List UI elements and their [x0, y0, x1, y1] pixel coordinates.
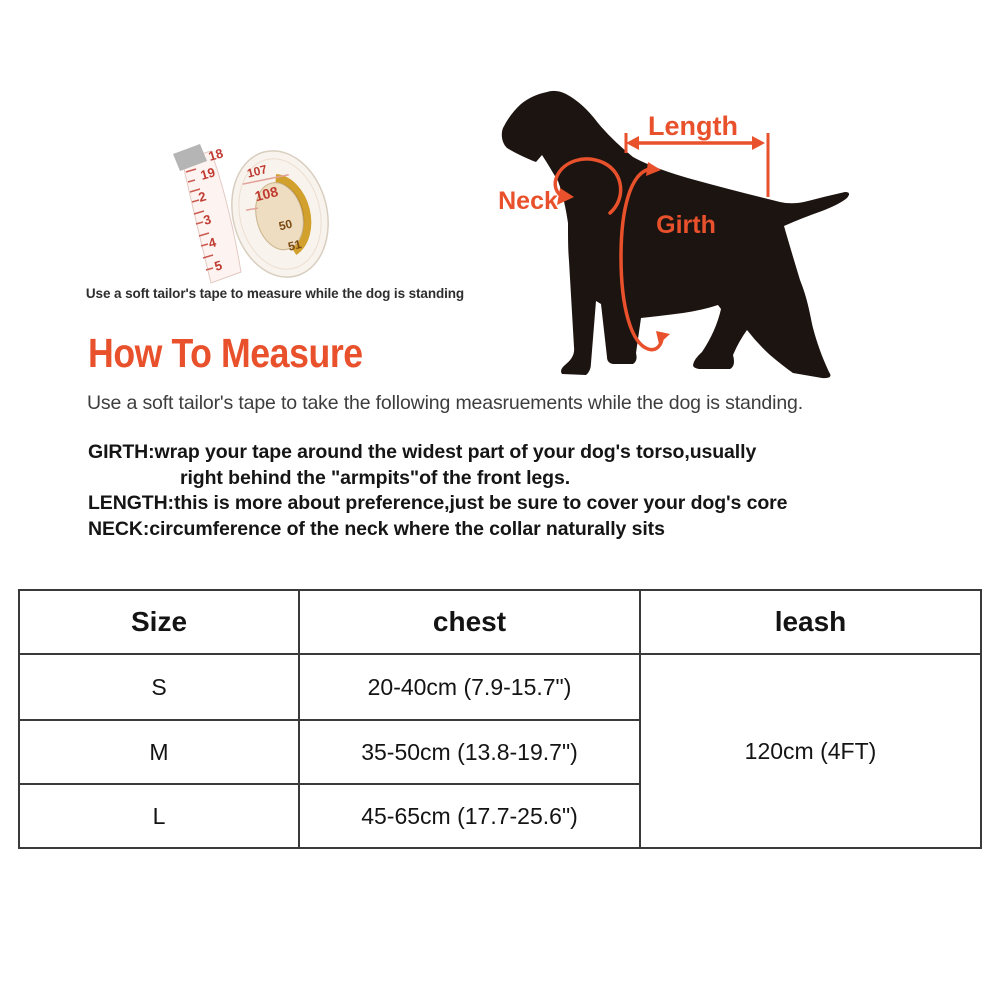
header-leash: leash: [639, 589, 982, 655]
strip-number: 19: [199, 164, 217, 182]
tape-caption: Use a soft tailor's tape to measure whil…: [85, 286, 465, 301]
tape-strip-ticks: [185, 168, 214, 271]
girth-definition-line1: GIRTH:wrap your tape around the widest p…: [88, 441, 757, 463]
dog-silhouette: [501, 90, 850, 379]
size-chart-table: Size chest leash S 20-40cm (7.9-15.7") 1…: [18, 589, 982, 849]
girth-definition-line2: right behind the "armpits"of the front l…: [180, 466, 571, 489]
chest-cell-m: 35-50cm (13.8-19.7"): [298, 719, 641, 785]
tape-gold-core: [274, 174, 312, 255]
header-size: Size: [18, 589, 300, 655]
neck-label: Neck: [498, 187, 558, 215]
strip-number: 2: [197, 188, 208, 204]
strip-number: 5: [213, 257, 224, 273]
roll-number: 50: [277, 217, 294, 234]
size-cell-l: L: [18, 783, 300, 849]
length-definition: LENGTH:this is more about preference,jus…: [88, 492, 788, 514]
size-cell-s: S: [18, 653, 300, 721]
neck-definition: NECK:circumference of the neck where the…: [88, 517, 665, 540]
chest-cell-l: 45-65cm (17.7-25.6"): [298, 783, 641, 849]
table-header-row: Size chest leash: [18, 589, 982, 655]
tape-strip-numbers: 18 19 2 3 4 5: [197, 145, 225, 273]
girth-annotation: [619, 162, 670, 352]
tape-roll-numbers: 107 108: [246, 162, 280, 204]
measurement-definitions: GIRTH:wrap your tape around the widest p…: [88, 440, 787, 542]
tape-strip: [181, 150, 242, 284]
how-to-measure-heading: How To Measure: [88, 330, 363, 376]
length-annotation: [624, 133, 770, 197]
dog-measurement-diagram: Length Neck Girth: [498, 90, 850, 379]
neck-annotation: [553, 157, 623, 215]
roll-number: 107: [246, 162, 269, 181]
tape-end-tab: [173, 144, 207, 171]
girth-label: Girth: [656, 211, 716, 239]
tape-roll: 107 108 50 51: [231, 150, 329, 278]
table-row: S 20-40cm (7.9-15.7") 120cm (4FT): [18, 653, 982, 849]
table-row: M 35-50cm (13.8-19.7"): [18, 719, 981, 785]
how-to-intro-text: Use a soft tailor's tape to take the fol…: [87, 392, 803, 414]
strip-number: 4: [207, 234, 219, 251]
length-label: Length: [648, 111, 738, 141]
roll-number: 51: [287, 237, 304, 254]
table-row: L 45-65cm (17.7-25.6"): [18, 783, 981, 849]
tape-roll-numbers-gold: 50 51: [277, 217, 304, 254]
leash-cell: 120cm (4FT): [639, 653, 982, 849]
tape-measure-illustration: 18 19 2 3 4 5 107 108 50 51: [173, 144, 329, 284]
strip-number: 3: [202, 211, 213, 227]
header-chest: chest: [298, 589, 641, 655]
size-cell-m: M: [18, 719, 300, 785]
chest-cell-s: 20-40cm (7.9-15.7"): [298, 653, 641, 721]
strip-number: 18: [207, 145, 225, 163]
roll-number: 108: [253, 183, 280, 204]
